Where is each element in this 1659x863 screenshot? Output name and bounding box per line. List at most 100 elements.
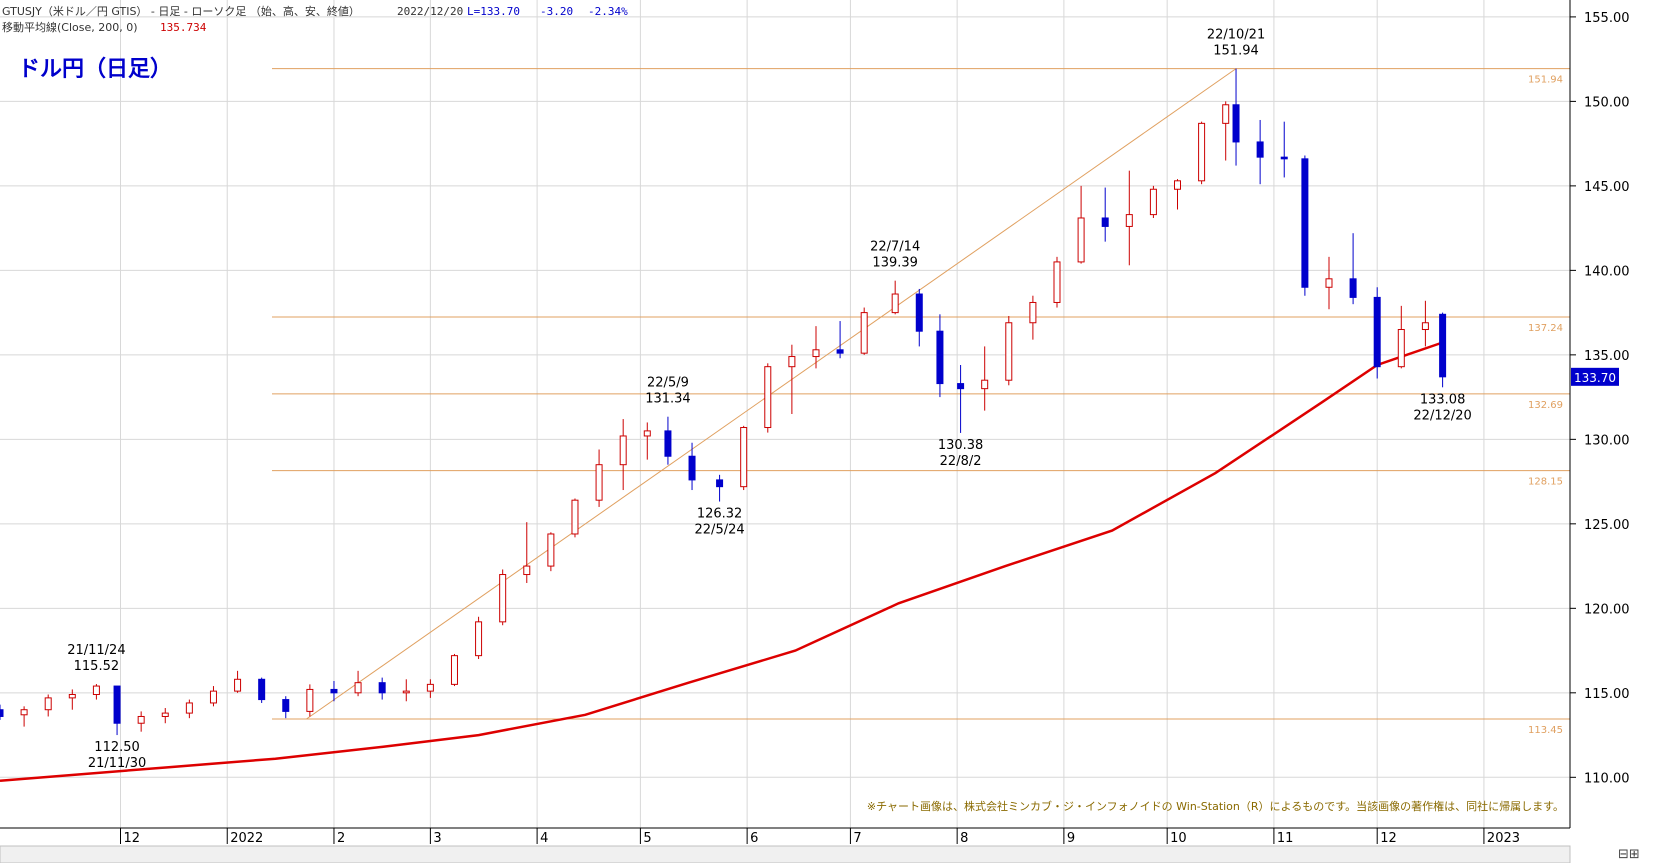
last-price-label: 133.70 xyxy=(1574,371,1616,385)
candle-body xyxy=(185,702,193,714)
candle-body xyxy=(113,685,121,724)
candle-body xyxy=(836,349,844,354)
price-annotation: 133.08 xyxy=(1420,392,1466,407)
moving-average-layer xyxy=(0,341,1444,782)
candle-body xyxy=(1256,141,1264,158)
ma-legend-value: 135.734 xyxy=(160,21,207,34)
level-label: 128.15 xyxy=(1528,477,1563,488)
header-symbol: GTUSJY（米ドル／円 GTIS） - 日足 - ローソク足 （始、高、安、終… xyxy=(2,4,360,18)
candle-body xyxy=(1232,104,1240,143)
price-annotation: 115.52 xyxy=(74,659,120,674)
candle-body xyxy=(330,688,338,694)
candle-body xyxy=(788,356,796,368)
price-annotation: 22/5/24 xyxy=(695,523,745,538)
y-tick-label: 130.00 xyxy=(1584,433,1630,448)
x-tick-label: 2023 xyxy=(1487,831,1520,846)
price-annotation: 130.38 xyxy=(938,438,984,453)
price-annotation: 22/7/14 xyxy=(870,240,920,255)
header-last: L=133.70 xyxy=(467,5,520,18)
candle-body xyxy=(234,678,242,692)
x-tick-label: 8 xyxy=(960,831,968,846)
candle-body xyxy=(161,712,169,717)
candle-body xyxy=(1373,296,1381,368)
x-tick-label: 2 xyxy=(337,831,345,846)
y-tick-label: 120.00 xyxy=(1584,602,1630,617)
x-tick-label: 4 xyxy=(540,831,548,846)
y-tick-label: 155.00 xyxy=(1584,11,1630,26)
y-tick-label: 150.00 xyxy=(1584,95,1630,110)
candles-layer xyxy=(0,68,1447,736)
candle-body xyxy=(981,379,989,390)
candle-body xyxy=(258,678,266,701)
price-annotation: 112.50 xyxy=(94,740,140,755)
price-annotation: 126.32 xyxy=(697,507,743,522)
price-annotation: 139.39 xyxy=(872,256,918,271)
candle-body xyxy=(499,574,507,623)
candle-body xyxy=(664,430,672,457)
candle-body xyxy=(1125,214,1133,227)
candle-body xyxy=(1349,278,1357,298)
candle-body xyxy=(812,349,820,358)
header-date: 2022/12/20 xyxy=(397,5,463,18)
candle-body xyxy=(1029,301,1037,324)
candle-body xyxy=(450,655,458,685)
candle-body xyxy=(1149,188,1157,216)
price-annotation: 151.94 xyxy=(1213,44,1259,59)
price-annotation: 22/5/9 xyxy=(647,376,689,391)
candle-body xyxy=(20,709,28,716)
y-tick-label: 135.00 xyxy=(1584,349,1630,364)
candle-body xyxy=(378,682,386,694)
y-tick-label: 110.00 xyxy=(1584,771,1630,786)
candle-body xyxy=(915,293,923,332)
candle-body xyxy=(1301,158,1309,288)
horizontal-scrollbar[interactable] xyxy=(0,845,1571,863)
candle-body xyxy=(936,330,944,385)
price-annotation: 22/12/20 xyxy=(1413,408,1471,423)
level-label: 151.94 xyxy=(1528,75,1563,86)
candle-body xyxy=(209,690,217,704)
candle-body xyxy=(547,533,555,567)
candle-body xyxy=(0,709,4,717)
x-tick-label: 5 xyxy=(643,831,651,846)
candle-body xyxy=(764,366,772,429)
x-tick-label: 2022 xyxy=(230,831,263,846)
candle-body xyxy=(1325,278,1333,288)
header-change: -3.20 xyxy=(540,5,573,18)
candle-body xyxy=(92,685,100,696)
candle-body xyxy=(860,312,868,354)
level-label: 137.24 xyxy=(1528,323,1563,334)
zoom-icon[interactable]: ⊟⊞ xyxy=(1618,847,1640,862)
candle-body xyxy=(1421,322,1429,331)
candle-body xyxy=(595,464,603,501)
price-annotation: 22/8/2 xyxy=(940,454,982,469)
ma-legend-label: 移動平均線(Close, 200, 0) xyxy=(2,20,138,34)
horizontal-levels: 151.94 137.24 132.69 128.15 113.45 xyxy=(271,68,1570,736)
header-pct: -2.34% xyxy=(588,5,628,18)
x-tick-label: 3 xyxy=(433,831,441,846)
candle-body xyxy=(643,430,651,437)
x-tick-label: 7 xyxy=(853,831,861,846)
candle-body xyxy=(1053,261,1061,303)
candle-body xyxy=(716,479,724,488)
x-tick-label: 12 xyxy=(1380,831,1397,846)
candle-body xyxy=(1077,217,1085,263)
level-label: 113.45 xyxy=(1528,725,1563,736)
candle-body xyxy=(475,621,483,657)
x-tick-label: 12 xyxy=(124,831,141,846)
candle-body xyxy=(44,697,52,711)
price-annotation: 21/11/30 xyxy=(88,756,146,771)
x-tick-label: 6 xyxy=(750,831,758,846)
candle-body xyxy=(282,699,290,712)
x-axis: 12 2022 2 3 4 5 6 7 8 9 10 11 12 2023 xyxy=(120,828,1520,846)
candle-body xyxy=(1101,217,1109,227)
level-label: 132.69 xyxy=(1528,400,1563,411)
candle-body xyxy=(402,690,410,694)
x-tick-label: 9 xyxy=(1067,831,1075,846)
plot-area xyxy=(0,0,1570,828)
chart-title: ドル円（日足） xyxy=(18,57,172,82)
candle-body xyxy=(1005,322,1013,381)
copyright-note: ※チャート画像は、株式会社ミンカブ・ジ・インフォノイドの Win-Station… xyxy=(867,799,1564,813)
candle-body xyxy=(571,499,579,535)
